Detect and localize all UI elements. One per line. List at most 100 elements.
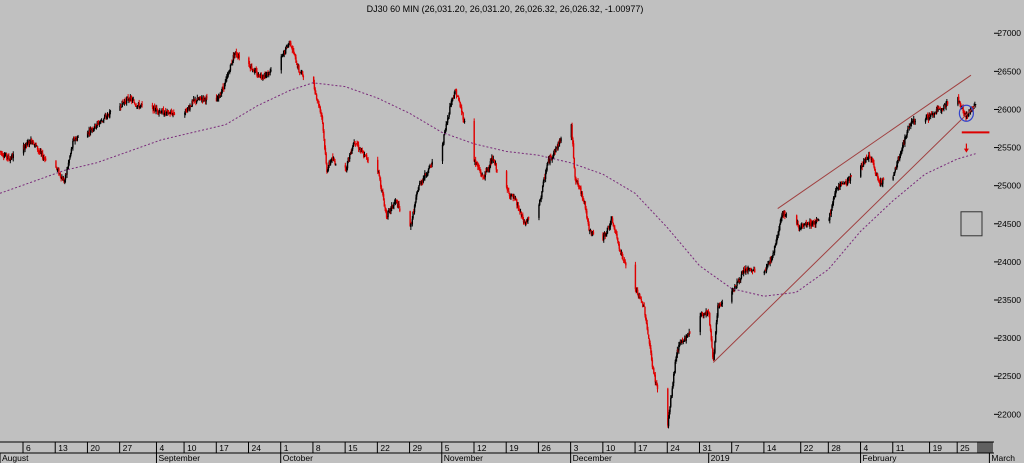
candle-body (777, 231, 779, 236)
candle-body (262, 76, 264, 78)
candle-body (901, 148, 903, 151)
candle-body (706, 310, 708, 315)
candle-body (164, 110, 166, 115)
candle-body (480, 173, 483, 176)
candle-body (642, 306, 645, 307)
candle-body (324, 147, 327, 155)
candle-body (941, 108, 944, 110)
candle-body (509, 196, 511, 198)
candle-body (165, 112, 168, 114)
candle-body (496, 169, 498, 172)
candle-body (798, 227, 801, 230)
candle-body (382, 191, 384, 195)
candle-body (474, 160, 477, 164)
candle-body (413, 205, 416, 213)
highlight-circle (958, 104, 974, 122)
candle-body (454, 89, 456, 94)
candle-body (931, 114, 933, 116)
candle-body (737, 281, 740, 283)
candle-body (265, 74, 267, 78)
candle-body (155, 107, 157, 112)
candle-body (253, 71, 255, 73)
candle-body (395, 200, 397, 202)
candle-body (391, 204, 394, 208)
candle-body (128, 99, 130, 101)
candle-body (92, 129, 94, 130)
candle-body (841, 183, 844, 185)
candle-body (232, 54, 235, 62)
candle-body (168, 112, 171, 114)
candle-body (720, 303, 723, 306)
candle-body (959, 101, 961, 105)
candle-body (462, 112, 464, 120)
candle-body (814, 221, 816, 226)
candle-body (516, 200, 518, 206)
candle-body (652, 366, 654, 369)
candle-body (897, 157, 899, 162)
candle-body (678, 343, 681, 345)
x-tick-label: 13 (58, 443, 68, 453)
candle-body (399, 208, 401, 211)
candle-body (480, 171, 482, 174)
annotation-box (960, 211, 983, 237)
candle-body (443, 134, 445, 144)
candle-body (87, 132, 90, 134)
candle-body (933, 113, 936, 115)
candle-body (185, 108, 187, 113)
candle-body (122, 102, 125, 104)
candle-body (650, 353, 653, 360)
candle-body (510, 195, 512, 198)
candle-body (742, 270, 745, 274)
candle-body (511, 194, 513, 196)
candle-body (896, 160, 899, 165)
candle-body (649, 343, 651, 348)
candle-body (773, 246, 776, 253)
candle-body (383, 201, 386, 207)
candle-body (293, 50, 295, 54)
candle-body (131, 99, 134, 101)
candle-body (190, 106, 193, 107)
candle-body (802, 226, 804, 228)
candle-body (354, 141, 356, 144)
down-arrow-icon (963, 148, 969, 153)
candle-body (455, 90, 457, 91)
candle-body (807, 223, 810, 225)
candle-body (387, 211, 389, 218)
candle-body (35, 143, 37, 146)
candle-body (89, 130, 91, 133)
candle-body (299, 72, 302, 74)
x-tick-label: 22 (804, 443, 814, 453)
candle-body (832, 198, 835, 203)
candle-body (672, 382, 674, 389)
candle-body (546, 165, 548, 171)
candle-body (656, 384, 659, 390)
candle-body (22, 145, 25, 154)
candle-body (492, 158, 495, 162)
candle-body (286, 47, 288, 49)
candle-body (624, 260, 626, 263)
candle-body (363, 154, 366, 157)
candle-body (458, 100, 461, 103)
candle-body (636, 289, 639, 295)
candle-body (837, 188, 839, 189)
candle-body (556, 147, 559, 149)
candle-body (313, 82, 316, 90)
candle-body (903, 142, 905, 144)
candle-body (12, 154, 14, 159)
candle-body (377, 159, 379, 171)
candle-body (104, 115, 106, 117)
x-tick-label: 26 (541, 443, 551, 453)
candle-body (643, 305, 645, 307)
candle-body (606, 227, 609, 234)
candle-body (837, 186, 840, 188)
candle-body (736, 281, 738, 286)
candle-body (333, 159, 335, 162)
candle-body (379, 180, 382, 187)
candle-body (875, 173, 877, 176)
moving-average-line (0, 82, 976, 297)
x-tick-label: 11 (896, 443, 905, 453)
candle-body (619, 252, 622, 255)
candle-body (926, 115, 928, 117)
candle-body (141, 104, 143, 106)
candle-body (205, 97, 207, 102)
